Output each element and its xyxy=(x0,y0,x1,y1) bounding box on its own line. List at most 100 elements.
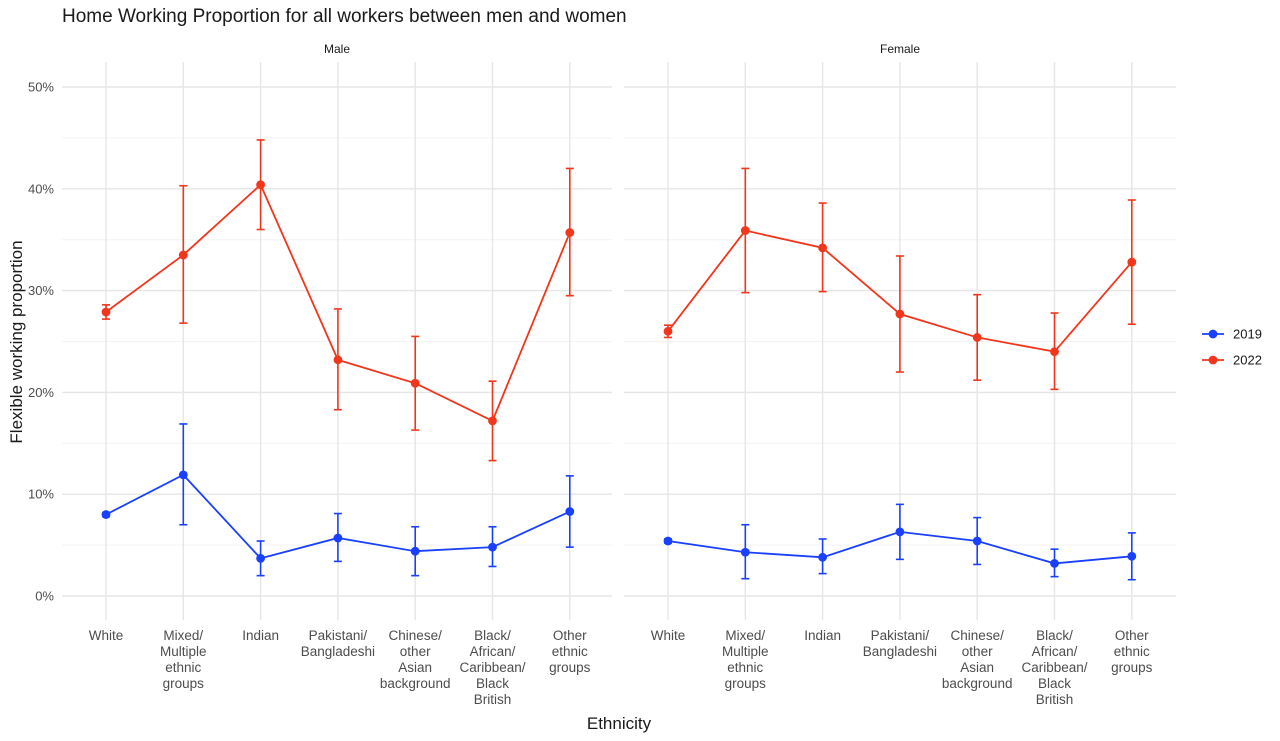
x-tick-label-line: African/ xyxy=(1032,644,1078,659)
x-tick-label-line: ethnic xyxy=(552,644,588,659)
x-tick-label: Chinese/other Asian background xyxy=(380,628,451,691)
x-tick-label: Pakistani/Bangladeshi xyxy=(863,628,937,659)
x-tick-label: Chinese/other Asian background xyxy=(942,628,1013,691)
x-tick-label-line: Indian xyxy=(804,628,841,643)
data-point xyxy=(972,536,982,546)
data-point xyxy=(818,243,827,253)
x-tick-label: Other ethnic groups xyxy=(1111,628,1153,675)
x-tick-label: Pakistani/Bangladeshi xyxy=(301,628,375,659)
x-tick-label: White xyxy=(89,628,124,643)
x-tick-label-line: Black xyxy=(476,676,509,691)
x-tick-label-line: White xyxy=(651,628,686,643)
x-tick-label-line: Bangladeshi xyxy=(301,644,375,659)
x-tick-label-line: Chinese/ xyxy=(389,628,443,643)
x-tick-label-line: Multiple xyxy=(160,644,207,659)
x-tick-label-line: groups xyxy=(725,676,767,691)
x-tick-label-line: Caribbean/ xyxy=(1021,660,1087,675)
data-point xyxy=(488,542,497,552)
data-point xyxy=(972,333,982,342)
legend-key-point xyxy=(1208,329,1218,339)
x-tick-label: Indian xyxy=(804,628,841,643)
x-tick-label-line: Mixed/ xyxy=(725,628,765,643)
y-tick-label: 10% xyxy=(28,487,54,502)
data-point xyxy=(333,533,343,543)
data-point xyxy=(1050,347,1059,357)
data-point xyxy=(101,510,111,519)
x-tick-label: Indian xyxy=(242,628,279,643)
data-point xyxy=(488,416,497,426)
panel-strip-label: Male xyxy=(324,42,350,56)
data-point xyxy=(663,536,673,546)
x-tick-label: Mixed/Multiple ethnic groups xyxy=(160,628,207,691)
y-tick-label: 30% xyxy=(28,283,54,298)
x-tick-label-line: groups xyxy=(163,676,205,691)
x-tick-label-line: ethnic xyxy=(165,660,201,675)
data-point xyxy=(740,226,750,235)
data-point xyxy=(740,547,750,557)
y-tick-label: 20% xyxy=(28,385,54,400)
data-point xyxy=(333,355,343,365)
data-point xyxy=(1127,257,1137,267)
legend: 2019 2022 xyxy=(1202,327,1262,368)
data-point xyxy=(1127,551,1137,561)
x-tick-label-line: British xyxy=(1036,692,1074,707)
data-point xyxy=(895,309,905,319)
x-tick-label-line: Mixed/ xyxy=(163,628,203,643)
x-tick-label-line: Chinese/ xyxy=(951,628,1005,643)
y-tick-label: 0% xyxy=(35,589,54,604)
data-point xyxy=(178,470,188,480)
y-tick-label: 40% xyxy=(28,181,54,196)
series-2022 xyxy=(101,139,575,462)
x-tick-label-line: Bangladeshi xyxy=(863,644,937,659)
data-point xyxy=(565,228,575,237)
data-point xyxy=(895,527,905,537)
x-tick-label-line: African/ xyxy=(470,644,516,659)
x-tick-label-line: Black/ xyxy=(1036,628,1073,643)
x-tick-label-line: Other xyxy=(553,628,587,643)
x-tick-label-line: Pakistani/ xyxy=(309,628,368,643)
x-tick-label-line: other xyxy=(400,644,431,659)
x-tick-label-line: ethnic xyxy=(727,660,763,675)
x-tick-label: Mixed/Multiple ethnic groups xyxy=(722,628,769,691)
chart-title: Home Working Proportion for all workers … xyxy=(62,6,627,27)
data-point xyxy=(565,507,575,516)
data-point xyxy=(663,326,673,336)
series-2022 xyxy=(663,167,1137,391)
x-tick-label-line: Black xyxy=(1038,676,1071,691)
y-axis-title: Flexible working proportion xyxy=(7,240,26,443)
x-tick-label-line: British xyxy=(474,692,512,707)
legend-label: 2022 xyxy=(1233,353,1262,368)
x-tick-label-line: Asian xyxy=(960,660,994,675)
x-tick-label-line: ethnic xyxy=(1114,644,1150,659)
x-tick-label-line: Multiple xyxy=(722,644,769,659)
x-tick-label-line: Caribbean/ xyxy=(459,660,525,675)
x-tick-label-line: Black/ xyxy=(474,628,511,643)
x-axis-title: Ethnicity xyxy=(587,714,652,733)
data-point xyxy=(256,553,265,563)
x-tick-label-line: Other xyxy=(1115,628,1149,643)
data-point xyxy=(256,180,265,190)
x-tick-label-line: groups xyxy=(549,660,591,675)
data-point xyxy=(818,552,827,562)
panel-strip-label: Female xyxy=(880,42,920,56)
x-tick-label-line: Indian xyxy=(242,628,279,643)
legend-label: 2019 xyxy=(1233,327,1262,342)
data-point xyxy=(178,250,188,260)
data-point xyxy=(1050,559,1059,568)
x-tick-label: Black/African/Caribbean/Black British xyxy=(459,628,525,707)
x-tick-label-line: Asian xyxy=(398,660,432,675)
data-point xyxy=(410,378,420,388)
data-point xyxy=(410,546,420,556)
x-tick-label-line: background xyxy=(380,676,451,691)
x-tick-label-line: White xyxy=(89,628,124,643)
series-2019 xyxy=(663,503,1137,581)
x-tick-label: Black/African/Caribbean/Black British xyxy=(1021,628,1087,707)
x-tick-label-line: Pakistani/ xyxy=(871,628,930,643)
legend-key-point xyxy=(1208,355,1218,365)
y-tick-label: 50% xyxy=(28,80,54,95)
x-tick-label: White xyxy=(651,628,686,643)
